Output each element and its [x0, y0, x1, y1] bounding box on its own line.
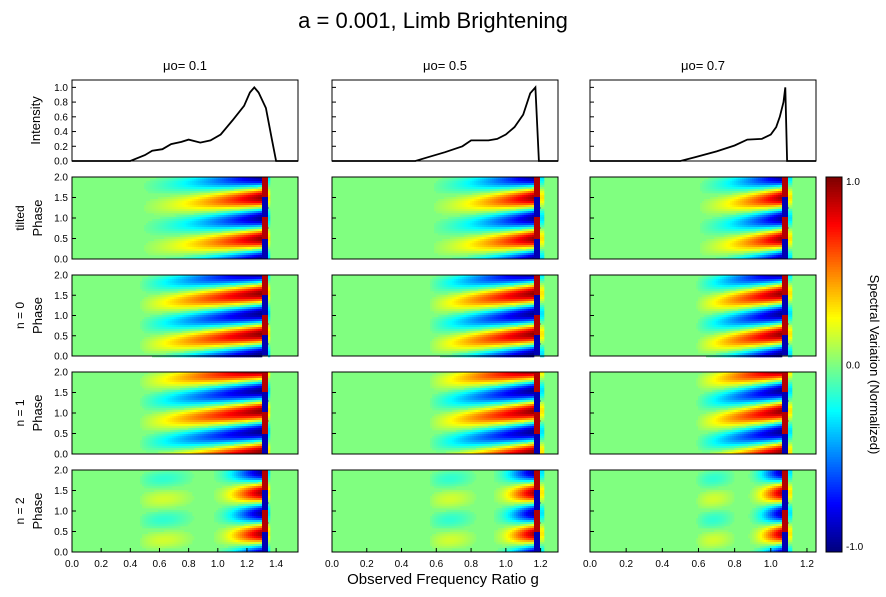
intensity-frame — [72, 80, 298, 161]
colorbar-tick-label: 0.0 — [846, 361, 860, 372]
heatmap-panel — [72, 372, 298, 454]
tick-label: 1.0 — [211, 559, 225, 570]
phase-axis-label: Phase — [30, 493, 45, 530]
tick-label: 0.8 — [464, 559, 478, 570]
tick-label: 1.0 — [54, 83, 68, 94]
row-mode-label: tilted — [13, 205, 27, 230]
tick-label: 1.5 — [54, 486, 68, 497]
tick-label: 0.4 — [123, 559, 137, 570]
intensity-frame — [590, 80, 816, 161]
tick-label: 0.5 — [54, 527, 68, 538]
column-title: μo= 0.7 — [681, 58, 725, 73]
tick-label: 0.0 — [54, 450, 68, 461]
tick-label: 0.6 — [692, 559, 706, 570]
tick-label: 1.0 — [764, 559, 778, 570]
tick-label: 1.0 — [54, 507, 68, 518]
tick-label: 0.6 — [429, 559, 443, 570]
tick-label: 1.2 — [240, 559, 254, 570]
colorbar-tick-label: -1.0 — [846, 542, 864, 553]
tick-label: 0.2 — [54, 142, 68, 153]
tick-label: 2.0 — [54, 368, 68, 379]
tick-label: 1.2 — [534, 559, 548, 570]
heatmap-panel — [332, 177, 558, 259]
tick-label: 0.5 — [54, 429, 68, 440]
tick-label: 1.0 — [54, 214, 68, 225]
tick-label: 0.8 — [182, 559, 196, 570]
row-mode-label: n = 2 — [13, 497, 27, 524]
tick-label: 0.0 — [54, 548, 68, 559]
heatmap-panel — [332, 275, 558, 357]
tick-label: 0.8 — [728, 559, 742, 570]
tick-label: 0.0 — [54, 157, 68, 168]
tick-label: 0.0 — [325, 559, 339, 570]
tick-label: 0.8 — [54, 98, 68, 109]
heatmap-panel — [72, 470, 298, 552]
tick-label: 0.4 — [655, 559, 669, 570]
figure-title: a = 0.001, Limb Brightening — [298, 8, 568, 33]
heatmap-panel — [72, 177, 298, 259]
phase-axis-label: Phase — [30, 200, 45, 237]
tick-label: 0.6 — [153, 559, 167, 570]
tick-label: 1.0 — [499, 559, 513, 570]
tick-label: 0.4 — [395, 559, 409, 570]
tick-label: 1.2 — [800, 559, 814, 570]
colorbar-tick-label: 1.0 — [846, 177, 860, 188]
heatmap-panel — [72, 275, 298, 357]
tick-label: 0.2 — [619, 559, 633, 570]
phase-axis-label: Phase — [30, 395, 45, 432]
colorbar-label: Spectral Variation (Normalized) — [867, 275, 882, 455]
tick-label: 0.0 — [583, 559, 597, 570]
tick-label: 0.2 — [94, 559, 108, 570]
heatmap-panel — [590, 372, 816, 454]
tick-label: 0.5 — [54, 234, 68, 245]
intensity-axis-label: Intensity — [28, 96, 43, 145]
heatmap-panel — [590, 275, 816, 357]
row-mode-label: n = 1 — [13, 399, 27, 426]
heatmap-panel — [590, 470, 816, 552]
x-axis-label: Observed Frequency Ratio g — [347, 571, 539, 588]
column-title: μo= 0.5 — [423, 58, 467, 73]
intensity-frame — [332, 80, 558, 161]
tick-label: 1.5 — [54, 291, 68, 302]
tick-label: 1.5 — [54, 193, 68, 204]
phase-axis-label: Phase — [30, 297, 45, 334]
tick-label: 2.0 — [54, 173, 68, 184]
tick-label: 0.0 — [54, 255, 68, 266]
tick-label: 0.6 — [54, 112, 68, 123]
tick-label: 0.5 — [54, 331, 68, 342]
heatmap-panel — [332, 372, 558, 454]
tick-label: 0.2 — [360, 559, 374, 570]
tick-label: 1.4 — [269, 559, 283, 570]
tick-label: 1.0 — [54, 409, 68, 420]
tick-label: 1.0 — [54, 311, 68, 322]
heatmap-panel — [590, 177, 816, 259]
tick-label: 0.4 — [54, 127, 68, 138]
colorbar: 1.0 0.0 -1.0 Spectral Variation (Normalized… — [826, 177, 882, 553]
row-mode-label: n = 0 — [13, 302, 27, 329]
tick-label: 2.0 — [54, 271, 68, 282]
tick-label: 1.5 — [54, 388, 68, 399]
tick-label: 0.0 — [54, 352, 68, 363]
tick-label: 0.0 — [65, 559, 79, 570]
tick-label: 2.0 — [54, 466, 68, 477]
heatmap-panel — [332, 470, 558, 552]
column-title: μo= 0.1 — [163, 58, 207, 73]
